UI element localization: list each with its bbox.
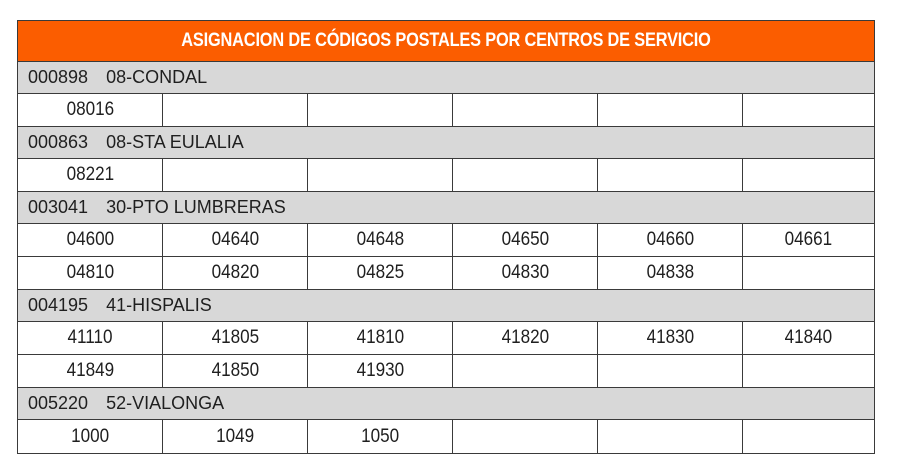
postal-code-row: 08016 xyxy=(18,94,874,127)
postal-code-cell xyxy=(743,94,874,126)
postal-code-cell xyxy=(308,159,453,191)
postal-code: 04810 xyxy=(66,262,114,283)
postal-code: 04650 xyxy=(501,229,549,250)
postal-code-cell: 41930 xyxy=(308,355,453,387)
postal-code: 1049 xyxy=(215,425,255,447)
postal-code-cell: 1000 xyxy=(18,420,163,453)
service-center-name: 52-VIALONGA xyxy=(106,393,225,413)
service-center-row: 004195 41-HISPALIS xyxy=(18,290,874,322)
postal-code-cell xyxy=(743,159,874,191)
service-center-name: 08-STA EULALIA xyxy=(106,132,244,152)
postal-code-cell: 04825 xyxy=(308,257,453,289)
postal-code-cell: 1050 xyxy=(308,420,453,453)
table-header: ASIGNACION DE CÓDIGOS POSTALES POR CENTR… xyxy=(18,21,874,62)
postal-code-cell xyxy=(453,94,598,126)
postal-code-cell xyxy=(163,94,308,126)
postal-code: 41849 xyxy=(66,360,114,381)
postal-code-row: 08221 xyxy=(18,159,874,192)
postal-code: 41110 xyxy=(67,327,113,348)
postal-code: 1050 xyxy=(360,425,400,447)
service-center-name: 08-CONDAL xyxy=(106,67,208,87)
postal-code-cell xyxy=(308,94,453,126)
postal-code: 08221 xyxy=(66,164,114,185)
postal-code: 04660 xyxy=(646,229,694,250)
postal-code-row: 41110 41805 41810 41820 41830 41840 xyxy=(18,322,874,355)
postal-code-cell: 04838 xyxy=(598,257,743,289)
postal-code-cell xyxy=(598,420,743,453)
postal-code-cell: 1049 xyxy=(163,420,308,453)
postal-code-cell: 04820 xyxy=(163,257,308,289)
table-body: 000898 08-CONDAL 08016 000863 08-STA EULALIA… xyxy=(18,62,874,453)
postal-code-cell: 41805 xyxy=(163,322,308,354)
postal-code-cell: 04661 xyxy=(743,224,874,256)
service-center-row: 000898 08-CONDAL xyxy=(18,62,874,94)
postal-code: 08016 xyxy=(66,99,114,120)
postal-code-row: 41849 41850 41930 xyxy=(18,355,874,388)
service-center-row: 000863 08-STA EULALIA xyxy=(18,127,874,159)
postal-code: 04838 xyxy=(646,262,694,283)
postal-code-cell: 08016 xyxy=(18,94,163,126)
postal-code-cell: 04660 xyxy=(598,224,743,256)
postal-code-cell xyxy=(598,94,743,126)
postal-code-cell: 41830 xyxy=(598,322,743,354)
postal-code-cell: 41810 xyxy=(308,322,453,354)
service-center-code: 003041 xyxy=(28,197,89,217)
postal-code: 04661 xyxy=(784,229,833,250)
postal-code-cell xyxy=(453,420,598,453)
postal-code-cell: 41850 xyxy=(163,355,308,387)
service-center-code: 005220 xyxy=(28,393,89,413)
postal-code: 04600 xyxy=(66,229,114,250)
postal-code-row: 04600 04640 04648 04650 04660 04661 xyxy=(18,224,874,257)
postal-code-cell xyxy=(598,159,743,191)
postal-code-cell: 04600 xyxy=(18,224,163,256)
postal-code-row: 04810 04820 04825 04830 04838 xyxy=(18,257,874,290)
postal-code: 41830 xyxy=(646,327,694,348)
postal-code-cell xyxy=(743,257,874,289)
service-center-row: 003041 30-PTO LUMBRERAS xyxy=(18,192,874,224)
postal-code: 04825 xyxy=(356,262,404,283)
service-center-name: 30-PTO LUMBRERAS xyxy=(106,197,286,217)
postal-code-cell: 41110 xyxy=(18,322,163,354)
postal-code-cell: 41820 xyxy=(453,322,598,354)
postal-code: 04830 xyxy=(501,262,549,283)
postal-code: 41805 xyxy=(211,327,259,348)
service-center-code: 000898 xyxy=(28,67,89,87)
postal-code: 04648 xyxy=(356,229,404,250)
postal-code-cell xyxy=(453,159,598,191)
service-center-code: 000863 xyxy=(28,132,89,152)
postal-code-cell: 41840 xyxy=(743,322,874,354)
postal-code-cell xyxy=(743,420,874,453)
postal-code-table: ASIGNACION DE CÓDIGOS POSTALES POR CENTR… xyxy=(17,20,875,454)
postal-code: 41820 xyxy=(501,327,549,348)
table-title: ASIGNACION DE CÓDIGOS POSTALES POR CENTR… xyxy=(77,21,815,61)
postal-code: 04820 xyxy=(211,262,259,283)
postal-code-cell xyxy=(598,355,743,387)
postal-code-cell: 08221 xyxy=(18,159,163,191)
postal-code: 04640 xyxy=(211,229,259,250)
postal-code-cell: 04650 xyxy=(453,224,598,256)
service-center-code: 004195 xyxy=(28,295,89,315)
postal-code-row: 1000 1049 1050 xyxy=(18,420,874,453)
postal-code-cell xyxy=(163,159,308,191)
service-center-row: 005220 52-VIALONGA xyxy=(18,388,874,420)
service-center-name: 41-HISPALIS xyxy=(106,295,212,315)
postal-code-cell: 04640 xyxy=(163,224,308,256)
postal-code: 41840 xyxy=(784,327,833,348)
postal-code-cell: 04830 xyxy=(453,257,598,289)
postal-code: 41930 xyxy=(356,360,404,381)
postal-code-cell xyxy=(453,355,598,387)
postal-code: 41810 xyxy=(356,327,404,348)
postal-code-cell: 04648 xyxy=(308,224,453,256)
postal-code-cell: 04810 xyxy=(18,257,163,289)
postal-code-cell xyxy=(743,355,874,387)
postal-code: 41850 xyxy=(211,360,259,381)
postal-code-cell: 41849 xyxy=(18,355,163,387)
postal-code: 1000 xyxy=(70,425,110,447)
